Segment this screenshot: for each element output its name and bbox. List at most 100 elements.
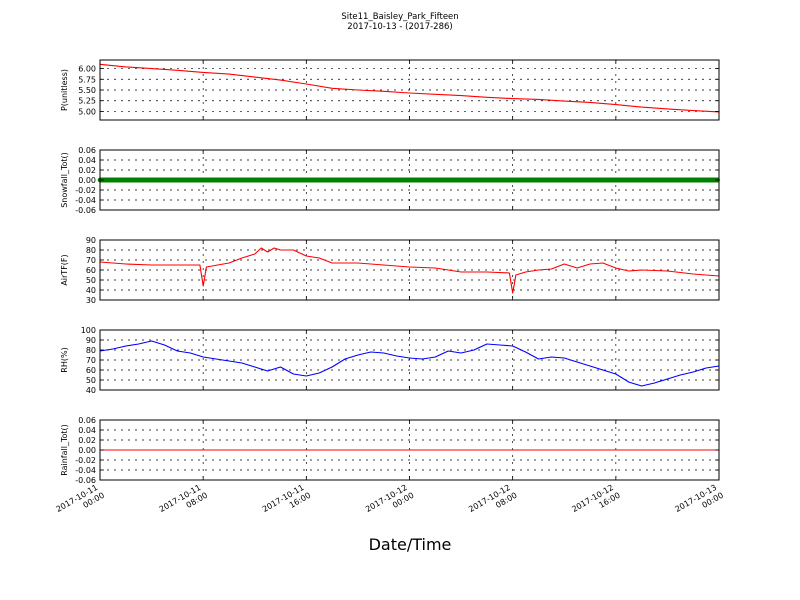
series-point [132,177,138,183]
series-line [99,63,720,113]
y-tick-label: 50 [86,376,96,385]
y-tick-label: 0.06 [78,146,96,155]
y-tick-label: 0.06 [78,416,96,425]
series-point [328,177,333,183]
y-tick-label: 100 [81,326,96,335]
series-point [398,177,404,183]
series-point [251,177,256,183]
series-point [321,177,327,183]
series-point [513,177,519,183]
series-point [552,177,557,183]
series-point [379,177,384,183]
x-axis-tick-labels: 2017-10-1100:00 2017-10-1108:00 2017-10-11… [54,482,725,523]
series-point [376,177,381,183]
series-point [324,177,330,183]
series-point [296,177,301,183]
series-point [315,177,320,183]
y-tick-label: 0.00 [78,176,96,185]
series-point [168,177,173,183]
series-point [440,177,445,183]
series-point [360,177,365,183]
series-point [478,177,484,183]
series-point [177,177,183,183]
series-line [99,247,720,294]
y-tick-label: 5.25 [78,97,96,106]
y-tick-label: 0.02 [78,436,96,445]
series-point [257,177,263,183]
series-point [654,177,660,183]
y-tick-label: 0.02 [78,166,96,175]
series-point [308,177,314,183]
series-point [648,177,653,183]
series-point [590,177,596,183]
series-point [548,177,554,183]
y-tick-label: 0.04 [78,156,96,165]
series-point [107,177,112,183]
y-tick-label: 5.00 [78,107,96,116]
series-point [436,177,442,183]
series-point [392,177,397,183]
series-point [219,177,224,183]
series-point [356,177,362,183]
x-tick-label: 2017-10-1208:00 [467,482,519,523]
series-point [142,177,148,183]
series-point [235,177,240,183]
series-point [299,177,304,183]
series-point [494,177,500,183]
series-point [670,177,676,183]
panel-1: -0.06-0.04-0.020.000.020.040.06 Snowfall_… [60,146,720,215]
series-point [504,177,509,183]
y-tick-label: 6.00 [78,65,96,74]
series-point [638,177,644,183]
series-point [401,177,407,183]
series-point [331,177,336,183]
series-point [616,177,621,183]
series-point [305,177,311,183]
series-point [644,177,650,183]
series-point [635,177,640,183]
series-point [587,177,592,183]
series-point [244,177,250,183]
series-point [129,177,135,183]
series-point [164,177,170,183]
panel-0: 5.005.25 5.50 5.756.00 P(unitless) [60,59,720,121]
series-point [609,177,615,183]
series-point [110,177,116,183]
series-point [526,177,532,183]
series-point [212,177,218,183]
y-tick-label: -0.06 [75,476,96,485]
series-point [468,177,474,183]
series-point [532,177,538,183]
series-point [673,177,679,183]
series-point [411,177,416,183]
series-point [123,177,128,183]
series-point [632,177,637,183]
series-point [705,177,711,183]
series-point [273,177,279,183]
series-point [500,177,506,183]
series-point [395,177,400,183]
series-point [481,177,487,183]
series-point [472,177,477,183]
series-point [625,177,631,183]
series-point [126,177,132,183]
series-point [539,177,544,183]
series-point [254,177,260,183]
series-point [116,177,122,183]
series-point [456,177,461,183]
y-tick-label: -0.06 [75,206,96,215]
series-point [187,177,192,183]
series-point [612,177,618,183]
series-point [404,177,410,183]
series-point [276,177,282,183]
y-axis-label: RH(%) [60,347,69,372]
series-point [443,177,448,183]
series-point [561,177,567,183]
series-point [171,177,176,183]
series-point [292,177,298,183]
series-point [206,177,212,183]
series-point [353,177,359,183]
series-point [516,177,522,183]
series-point [686,177,692,183]
series-point [542,177,548,183]
